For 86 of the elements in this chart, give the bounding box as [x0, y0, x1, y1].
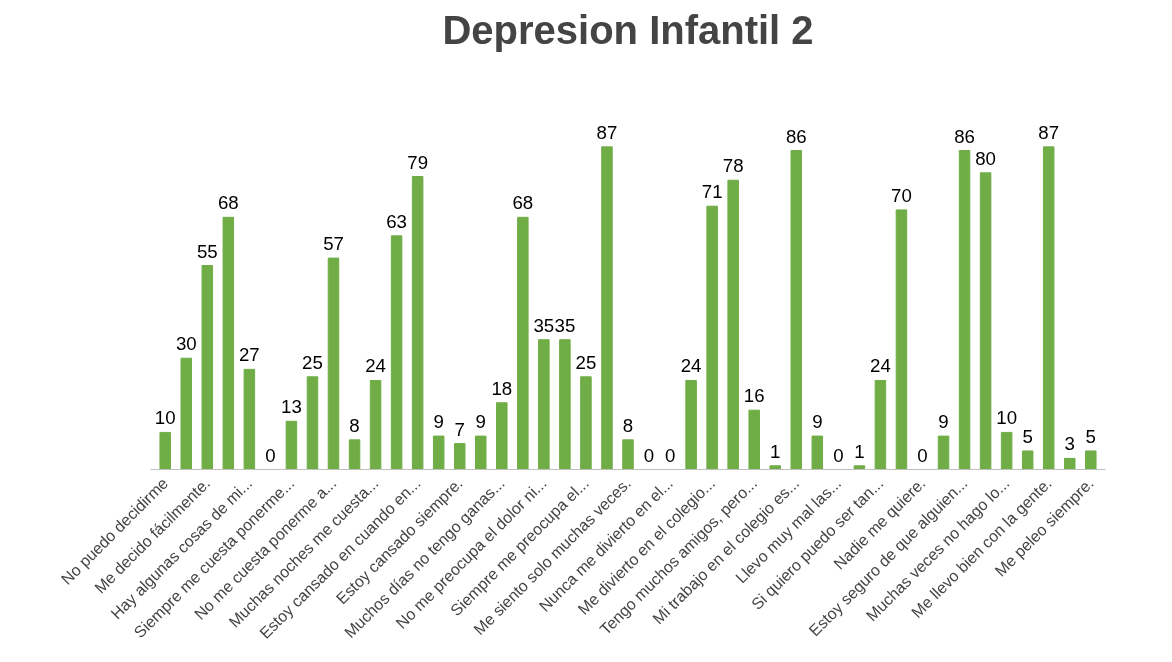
data-label: 0 — [265, 444, 276, 466]
data-label: 68 — [512, 192, 534, 214]
bar — [432, 435, 445, 470]
bar — [559, 339, 571, 470]
bar — [790, 150, 803, 470]
bar — [496, 402, 508, 470]
data-label: 87 — [596, 121, 618, 143]
bar — [538, 339, 550, 470]
bar — [685, 379, 697, 470]
data-label: 86 — [954, 125, 975, 147]
data-label: 25 — [302, 351, 323, 373]
bar — [895, 209, 908, 470]
data-label: 1 — [770, 440, 781, 462]
bar — [580, 376, 592, 470]
data-label: 87 — [1038, 121, 1060, 143]
data-label: 0 — [917, 444, 928, 466]
bar — [1063, 457, 1076, 470]
bar — [453, 443, 466, 470]
bar — [958, 150, 971, 470]
bar — [1000, 431, 1013, 470]
bar — [706, 205, 718, 470]
bar — [601, 146, 613, 470]
data-label: 0 — [833, 444, 844, 466]
data-label: 63 — [386, 210, 407, 232]
data-label: 10 — [154, 407, 176, 429]
bar — [517, 216, 529, 470]
bar — [1085, 450, 1097, 470]
data-label: 10 — [996, 407, 1018, 429]
bar — [369, 379, 382, 470]
bar — [769, 465, 782, 470]
bar — [1021, 450, 1034, 470]
bar — [285, 420, 298, 470]
bar — [327, 257, 340, 470]
data-label: 35 — [554, 314, 576, 336]
data-label: 71 — [701, 181, 723, 203]
data-label: 5 — [1085, 425, 1096, 447]
bar — [853, 465, 866, 470]
data-label: 24 — [680, 355, 702, 377]
data-label: 7 — [454, 418, 465, 440]
data-label: 9 — [433, 411, 444, 433]
data-label: 24 — [365, 355, 386, 377]
bar — [727, 179, 739, 470]
bar — [159, 431, 171, 470]
data-label: 68 — [217, 192, 239, 214]
data-label: 5 — [1022, 425, 1033, 447]
data-label: 0 — [664, 444, 676, 466]
bar — [306, 376, 319, 470]
bar — [222, 216, 235, 470]
chart-title: Depresion Infantil 2 — [442, 7, 814, 52]
bar — [201, 265, 214, 470]
data-label: 8 — [349, 414, 360, 436]
bar — [243, 368, 256, 470]
bar — [1042, 146, 1055, 470]
bar — [937, 435, 950, 470]
data-label: 70 — [891, 184, 912, 206]
data-label: 24 — [870, 355, 891, 377]
bar — [811, 435, 824, 470]
data-label: 1 — [854, 440, 865, 462]
data-label: 9 — [938, 411, 949, 433]
data-label: 30 — [175, 333, 197, 355]
data-label: 27 — [238, 344, 260, 366]
data-label: 25 — [575, 351, 597, 373]
data-label: 3 — [1064, 433, 1075, 455]
data-label: 16 — [743, 385, 765, 407]
data-label: 57 — [323, 233, 344, 255]
bar — [390, 235, 403, 470]
data-label: 80 — [975, 147, 996, 169]
data-label: 9 — [812, 411, 823, 433]
data-label: 35 — [533, 314, 555, 336]
data-label: 86 — [785, 125, 807, 147]
bar — [874, 379, 887, 470]
data-label: 55 — [196, 240, 218, 262]
bar — [979, 172, 992, 470]
bar — [474, 435, 487, 470]
bar — [411, 176, 424, 470]
data-label: 8 — [622, 414, 634, 436]
bar — [348, 439, 361, 470]
data-label: 9 — [475, 411, 486, 433]
bar — [748, 409, 760, 470]
data-label: 78 — [722, 155, 744, 177]
data-label: 18 — [491, 377, 513, 399]
data-label: 13 — [281, 396, 302, 418]
data-label: 79 — [407, 151, 429, 173]
bar — [622, 439, 634, 470]
data-label: 0 — [643, 444, 655, 466]
bar — [180, 357, 193, 470]
